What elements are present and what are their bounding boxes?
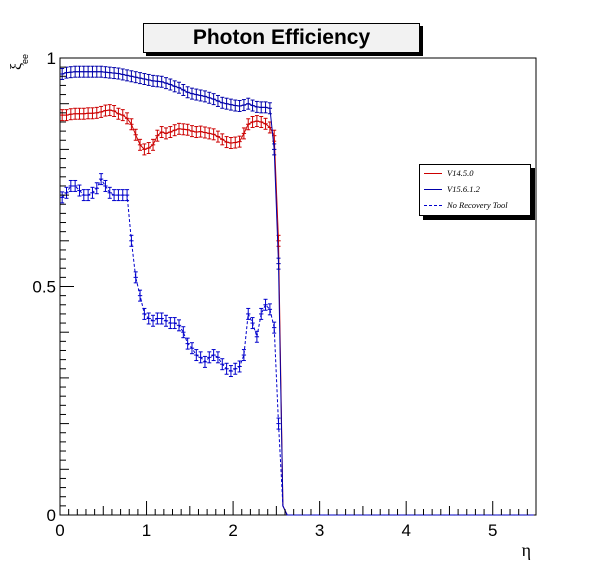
y-tick-label: 0.5	[32, 278, 56, 297]
y-axis-label: ξ	[8, 63, 25, 70]
legend-swatch-v14	[424, 172, 442, 174]
legend-label: V14.5.0	[447, 168, 474, 178]
y-tick-label: 0	[47, 506, 56, 525]
legend-swatch-v15	[424, 188, 442, 190]
series-2	[60, 173, 534, 516]
x-tick-label: 4	[401, 521, 410, 540]
ticks-layer: 0 1 2 3 4 5 0 0.5 1	[32, 49, 537, 540]
series-line	[62, 71, 534, 516]
x-tick-label: 2	[228, 521, 237, 540]
x-tick-label: 0	[55, 521, 64, 540]
x-tick-label: 3	[315, 521, 324, 540]
x-tick-label: 1	[142, 521, 151, 540]
legend-entry: No Recovery Tool	[420, 197, 530, 213]
x-axis-label: η	[522, 540, 531, 560]
series-line	[61, 178, 534, 516]
series-1	[60, 65, 534, 516]
legend-entry: V15.6.1.2	[420, 181, 530, 197]
y-tick-label: 1	[47, 49, 56, 68]
legend-swatch-no-recovery	[424, 204, 442, 206]
legend-label: No Recovery Tool	[447, 200, 508, 210]
x-tick-label: 5	[488, 521, 497, 540]
legend: V14.5.0 V15.6.1.2 No Recovery Tool	[419, 164, 531, 216]
chart-title: Photon Efficiency	[143, 23, 420, 53]
legend-label: V15.6.1.2	[447, 184, 480, 194]
legend-entry: V14.5.0	[420, 165, 530, 181]
y-axis-label-subscript: ee	[20, 54, 30, 64]
series-layer	[60, 65, 534, 516]
